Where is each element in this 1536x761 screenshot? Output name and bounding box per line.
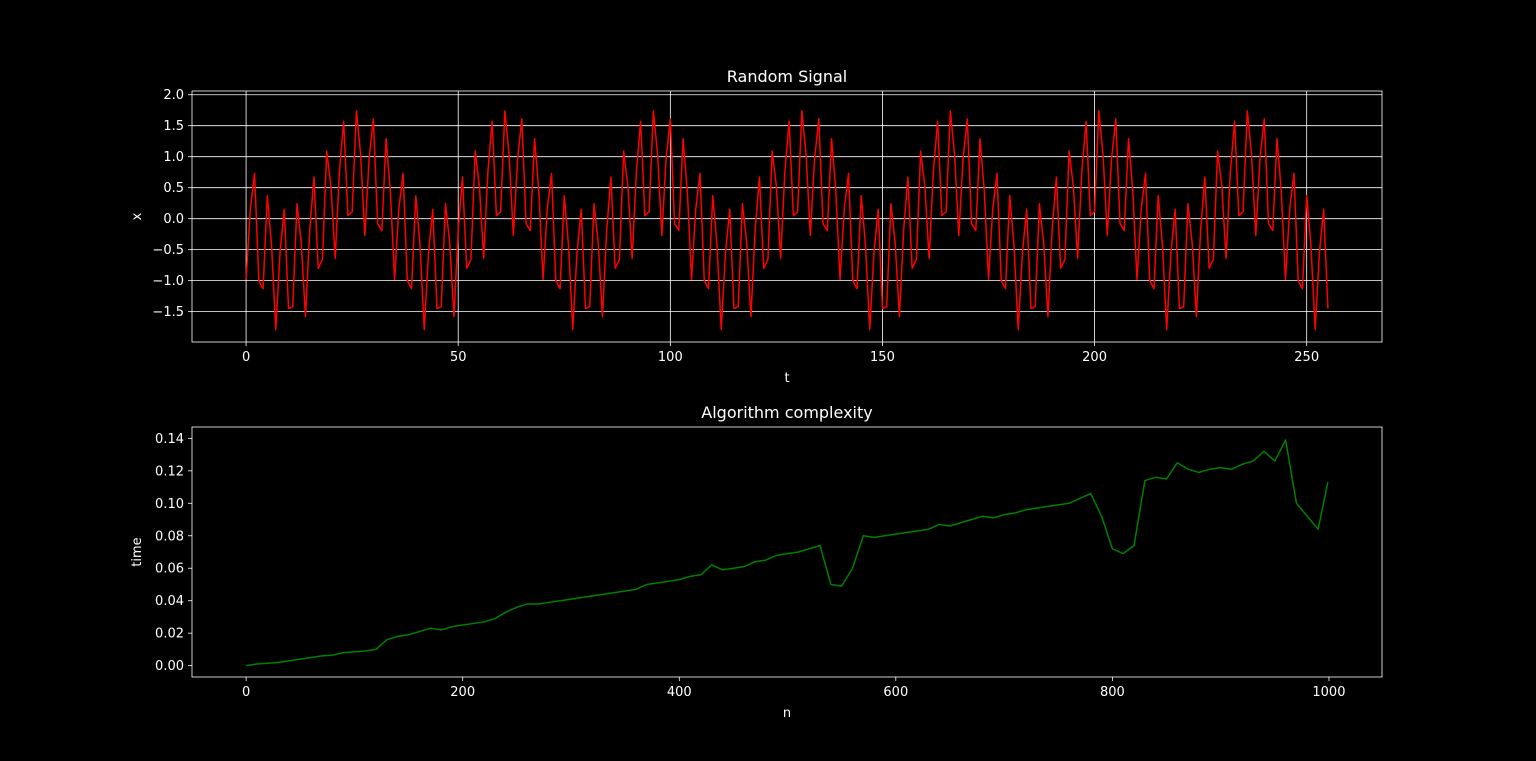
x-tick-label: 0 xyxy=(242,685,250,700)
chart-title: Random Signal xyxy=(727,67,847,86)
x-tick-label: 50 xyxy=(450,350,467,365)
y-tick-label: 2.0 xyxy=(163,88,184,103)
axes-frame xyxy=(191,426,1383,678)
y-axis-label: time xyxy=(130,537,145,566)
y-tick-label: 0.04 xyxy=(155,594,184,609)
x-tick-label: 400 xyxy=(667,685,692,700)
x-axis-label: n xyxy=(783,706,791,721)
y-tick-label: 0.08 xyxy=(155,529,184,544)
y-tick-label: −1.0 xyxy=(152,274,184,289)
y-tick-label: 0.12 xyxy=(155,464,184,479)
x-tick-label: 100 xyxy=(658,350,683,365)
y-tick-label: 0.5 xyxy=(163,181,184,196)
x-tick-label: 200 xyxy=(1082,350,1107,365)
x-tick-label: 250 xyxy=(1294,350,1319,365)
y-tick-label: 0.02 xyxy=(155,627,184,642)
y-tick-label: 0.06 xyxy=(155,562,184,577)
y-tick-label: 0.00 xyxy=(155,659,184,674)
y-tick-label: 0.10 xyxy=(155,497,184,512)
x-tick-label: 150 xyxy=(870,350,895,365)
x-tick-label: 600 xyxy=(883,685,908,700)
y-tick-label: 0.0 xyxy=(163,212,184,227)
y-tick-label: 1.5 xyxy=(163,119,184,134)
y-tick-label: 1.0 xyxy=(163,150,184,165)
x-tick-label: 800 xyxy=(1100,685,1125,700)
y-axis-label: x xyxy=(130,212,145,220)
chart-title: Algorithm complexity xyxy=(701,403,872,422)
y-tick-label: 0.14 xyxy=(155,432,184,447)
x-tick-label: 1000 xyxy=(1312,685,1345,700)
series-line xyxy=(246,439,1329,667)
series-line xyxy=(245,110,1329,331)
axes-frame xyxy=(191,90,1383,343)
x-tick-label: 200 xyxy=(450,685,475,700)
x-axis-label: t xyxy=(784,371,789,386)
y-tick-label: −1.5 xyxy=(152,305,184,320)
y-tick-label: −0.5 xyxy=(152,243,184,258)
x-tick-label: 0 xyxy=(242,350,250,365)
